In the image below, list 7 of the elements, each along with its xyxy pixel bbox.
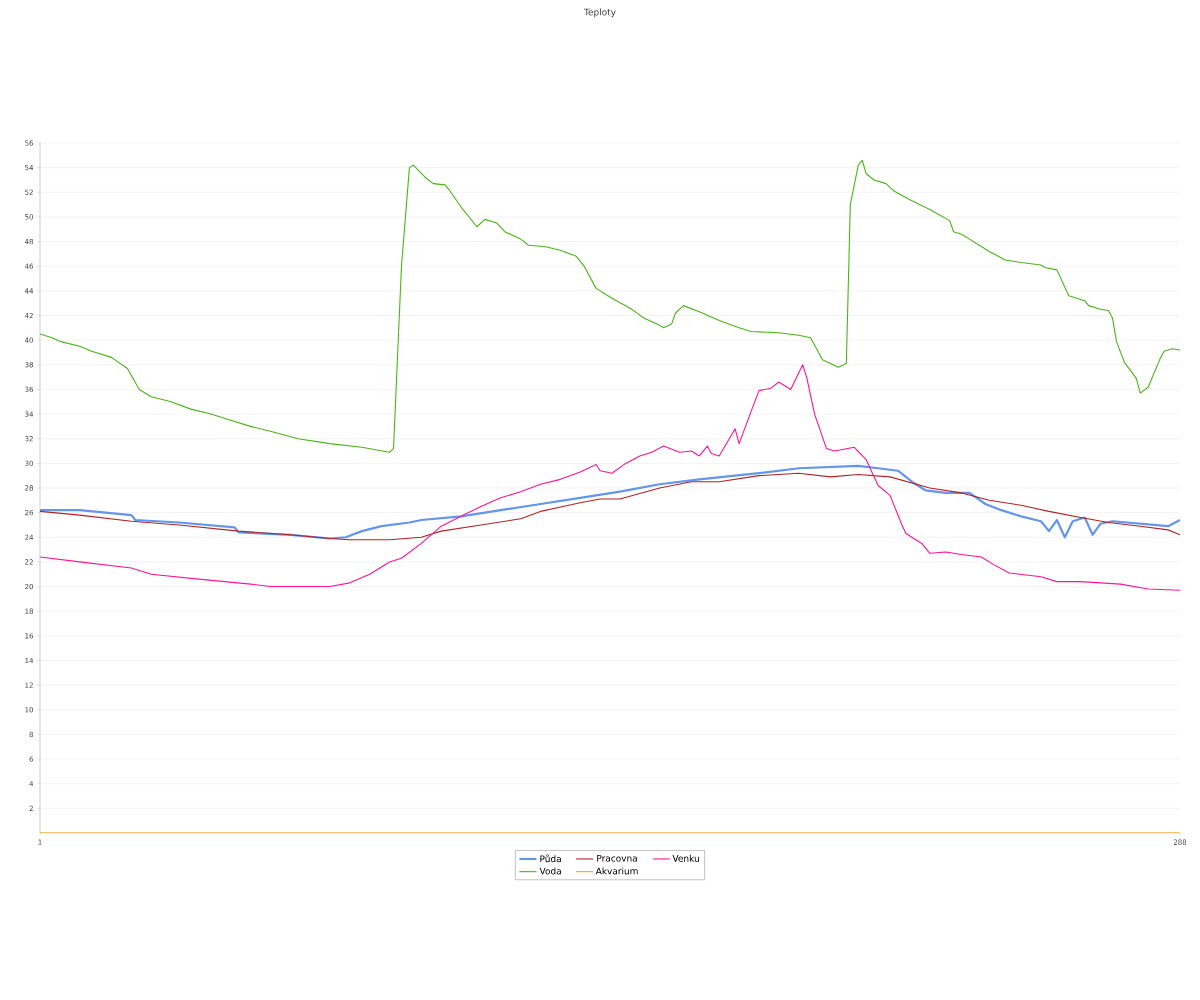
- legend-label: Akvarium: [595, 867, 638, 875]
- line-series: [40, 364, 1180, 591]
- legend-label: Voda: [539, 867, 561, 875]
- chart-title: Teploty: [583, 8, 616, 18]
- legend-label: Venku: [672, 854, 699, 862]
- legend-label: Pracovna: [597, 854, 637, 862]
- legend-label: Půda: [540, 854, 561, 863]
